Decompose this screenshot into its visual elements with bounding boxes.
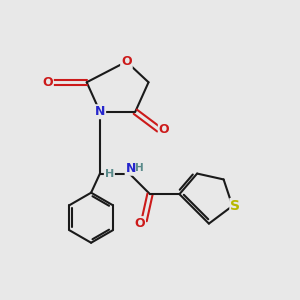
Text: O: O	[159, 123, 170, 136]
Text: N: N	[126, 162, 136, 175]
Text: H: H	[135, 163, 144, 173]
Text: N: N	[95, 105, 105, 118]
Text: H: H	[105, 169, 114, 178]
Text: O: O	[121, 55, 132, 68]
Text: O: O	[134, 217, 145, 230]
Text: O: O	[42, 76, 53, 89]
Text: S: S	[230, 199, 240, 213]
